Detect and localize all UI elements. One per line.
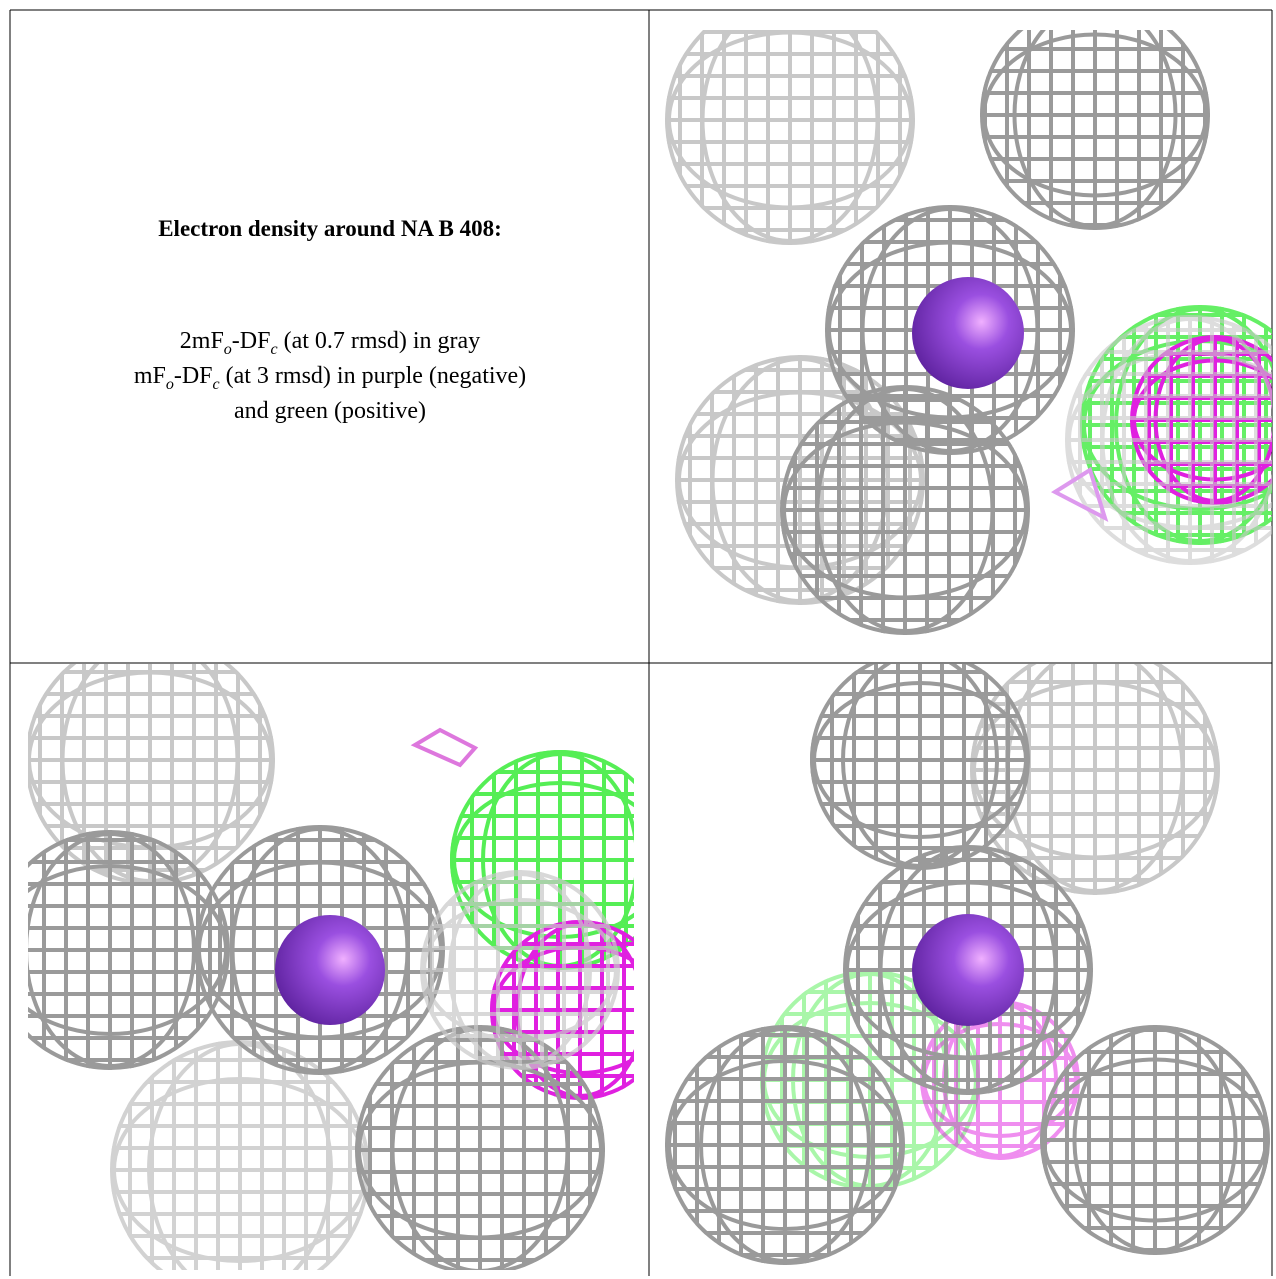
frame	[9, 9, 1273, 1276]
sodium-atom	[912, 914, 1024, 1026]
legend-text: -DF	[232, 328, 271, 354]
subscript: c	[213, 376, 220, 393]
mesh	[1080, 305, 1272, 545]
legend-text: mF	[134, 363, 166, 389]
subscript: o	[166, 376, 174, 393]
legend-line: 2mFo-DFc (at 0.7 rmsd) in gray	[180, 328, 480, 358]
density-view-2	[28, 664, 634, 1270]
mesh	[1065, 315, 1272, 565]
subscript: c	[270, 341, 277, 358]
legend-text: (at 0.7 rmsd) in gray	[278, 328, 481, 354]
mesh	[110, 1040, 370, 1270]
mesh	[665, 30, 915, 245]
sodium-atom	[912, 277, 1024, 389]
mesh	[810, 664, 1030, 870]
mesh	[410, 727, 479, 768]
density-view-3	[665, 664, 1270, 1265]
mesh	[980, 30, 1210, 230]
legend: Electron density around NA B 408: 2mFo-D…	[134, 216, 526, 424]
mesh	[1040, 1025, 1270, 1255]
subscript: o	[224, 341, 232, 358]
mesh	[1050, 466, 1109, 522]
legend-title: Electron density around NA B 408:	[158, 216, 502, 241]
mesh	[665, 1025, 905, 1265]
mesh	[355, 1025, 605, 1270]
legend-line: mFo-DFc (at 3 rmsd) in purple (negative)	[134, 363, 526, 393]
mesh	[420, 870, 620, 1070]
legend-text: and green (positive)	[234, 398, 426, 424]
legend-line: and green (positive)	[234, 398, 426, 424]
sodium-atom	[275, 915, 385, 1025]
legend-text: (at 3 rmsd) in purple (negative)	[220, 363, 527, 389]
legend-text: -DF	[174, 363, 213, 389]
density-view-1	[665, 30, 1272, 635]
legend-text: 2mF	[180, 328, 224, 354]
